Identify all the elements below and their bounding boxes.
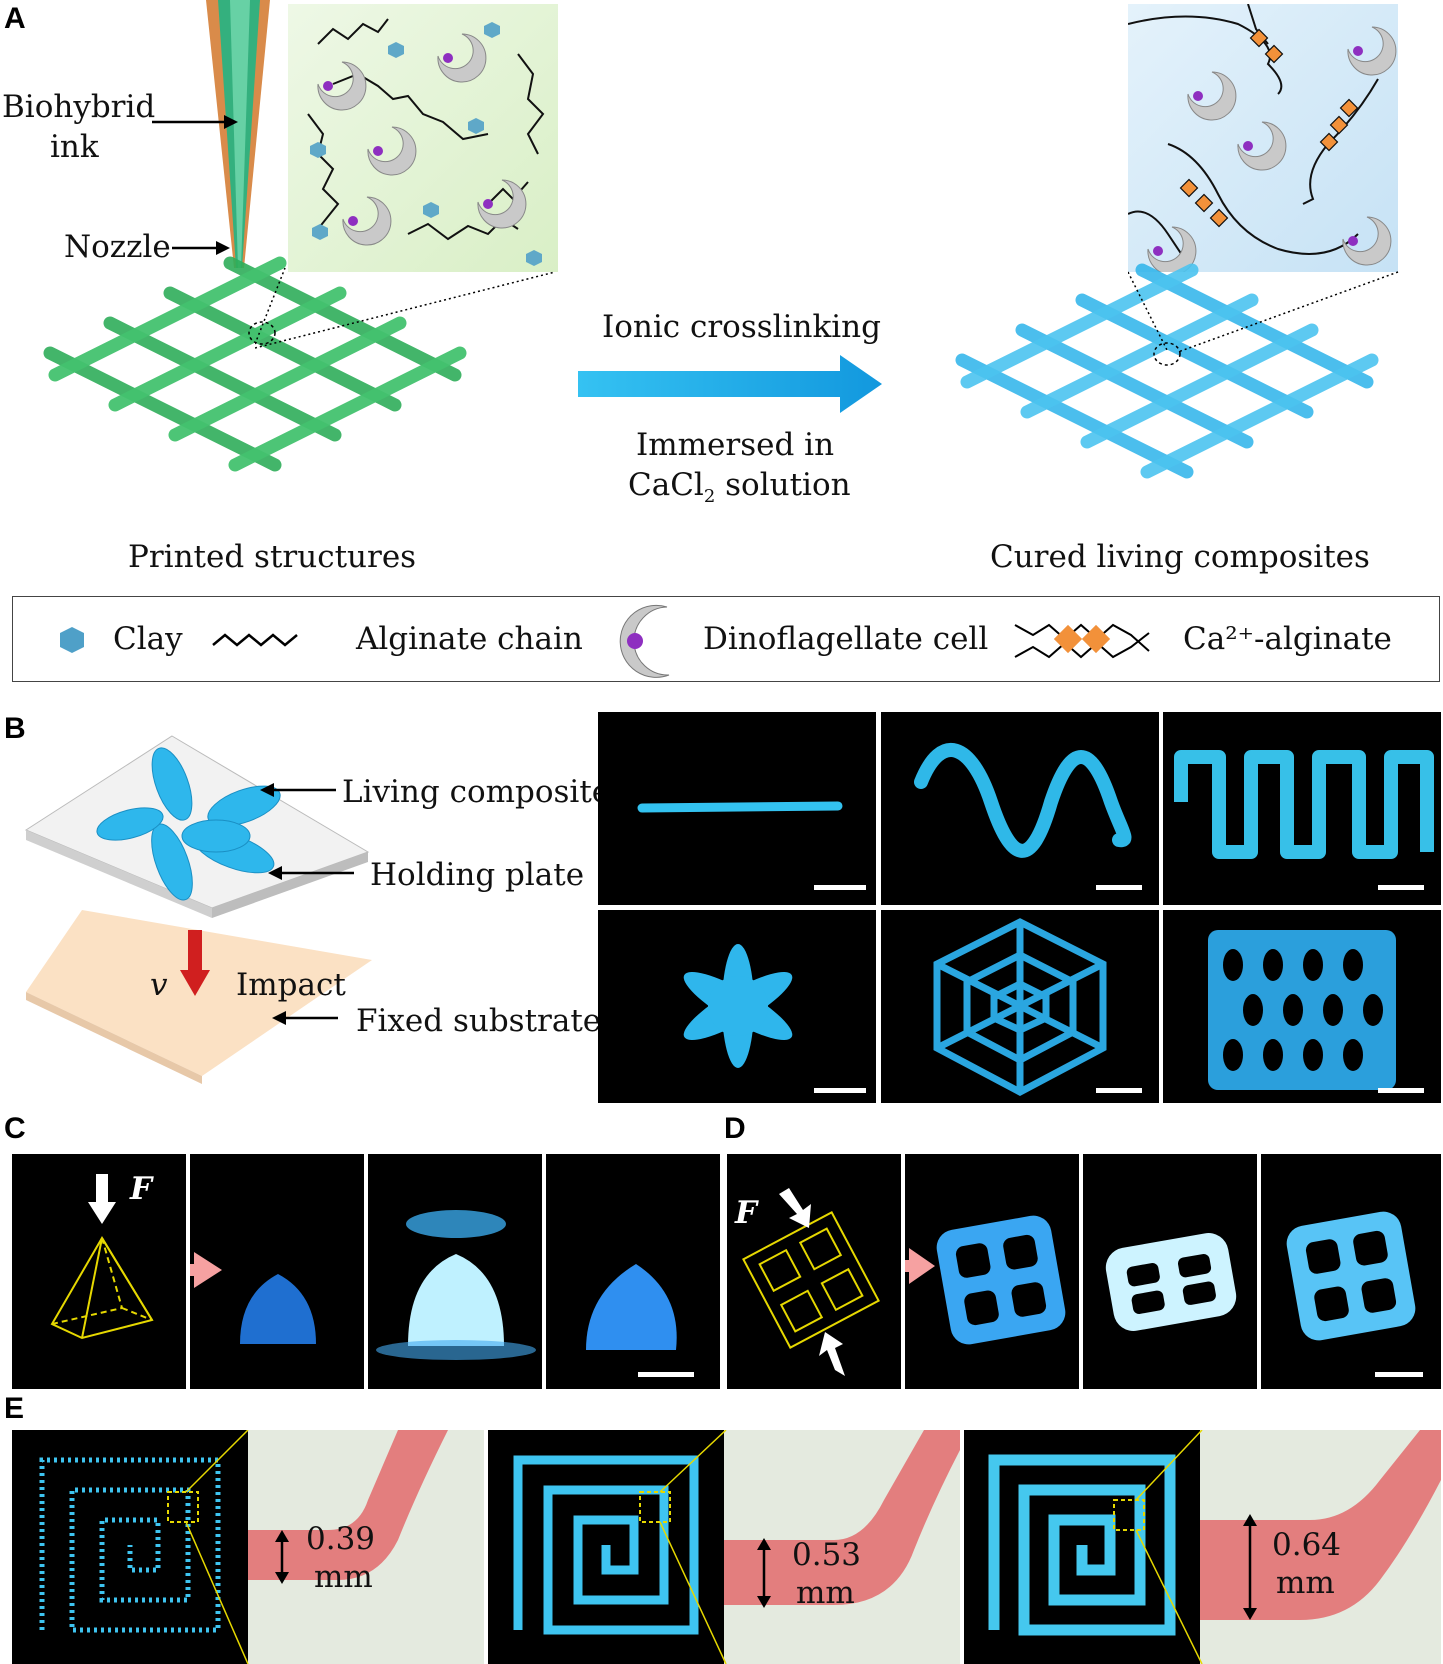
photo-sine [881,712,1159,905]
thickness-unit-3: mm [1276,1565,1335,1601]
thickness-photo-1: 0.39 mm [248,1430,484,1664]
cacl2-solution-label: CaCl2 solution [628,470,851,506]
ink-zoom-inset [288,4,558,272]
panel-letter-d: D [724,1112,746,1145]
printed-lattice [43,256,467,472]
photo-square-wave [1163,712,1441,905]
grid-photo-2 [1083,1154,1257,1389]
biohybrid-ink-label-1: Biohybrid [2,89,156,125]
printing-nozzle [206,0,270,268]
nozzle-label: Nozzle [64,229,171,265]
thickness-arrow-2 [757,1538,771,1608]
force-label-d: F [735,1195,758,1231]
thickness-arrow-1 [275,1530,289,1584]
cacl-text: CaCl [628,467,704,503]
thickness-arrow-3 [1243,1514,1257,1620]
grid-photo-3 [1261,1154,1441,1389]
cured-lattice [955,263,1379,479]
thickness-value-3: 0.64 [1272,1527,1342,1563]
fixed-substrate-label: Fixed substrate [356,1003,602,1039]
panel-letter-e: E [4,1392,25,1425]
photo-spiderweb [881,910,1159,1103]
impact-test-diagram [24,735,372,1084]
legend-ca-alginate: Ca²⁺-alginate [1183,621,1392,657]
legend-clay: Clay [113,621,183,657]
zoom-lines-e2 [659,1430,727,1664]
thickness-unit-1: mm [314,1559,373,1595]
scale-bar [814,885,866,890]
ca-alginate-icon [1014,623,1150,659]
pyramid-photo-3 [546,1154,720,1389]
force-label-c: F [130,1171,153,1207]
zoom-lines-e1 [185,1430,249,1664]
biohybrid-ink-label-2: ink [50,129,99,165]
scale-bar [1378,885,1424,890]
impact-label: Impact [236,967,346,1003]
fixed-substrate-arrow [272,1011,338,1025]
dinoflagellate-cell-icon [619,604,670,678]
cured-zoom-inset [1128,4,1398,272]
photo-lattice [1163,910,1441,1103]
photo-line [598,712,876,905]
grid-photo-1 [905,1154,1079,1389]
thickness-photo-2: 0.53 mm [724,1430,960,1664]
pyramid-schematic: F [12,1154,186,1389]
zoom-lines-left [255,268,556,349]
cured-living-composites-caption: Cured living composites [990,539,1370,575]
thickness-value-2: 0.53 [792,1537,862,1573]
solution-text: solution [715,467,851,503]
zoom-lines-e3 [1135,1430,1203,1664]
pyramid-photo-2 [368,1154,542,1389]
scale-bar [1378,1088,1424,1093]
square-grid-schematic: F [727,1154,901,1389]
holding-plate-label: Holding plate [370,857,585,893]
ionic-crosslinking-label: Ionic crosslinking [602,309,881,345]
living-composite-label: Living composite [342,774,611,810]
scale-bar [638,1372,694,1377]
living-composite-arrow [260,783,336,797]
pink-arrow-c [190,1252,222,1288]
pyramid-photo-1 [190,1154,364,1389]
nozzle-pointer-arrow [172,241,230,255]
velocity-label: v [150,967,168,1003]
ink-pointer-arrow [152,115,238,129]
alginate-chain-icon [212,633,298,647]
scale-bar [1096,1088,1142,1093]
thickness-photo-3: 0.64 mm [1200,1430,1441,1664]
thickness-value-1: 0.39 [306,1521,376,1557]
photo-star [598,910,876,1103]
printed-structures-caption: Printed structures [128,539,417,575]
panel-letter-b: B [4,712,26,745]
pink-arrow-d [905,1248,935,1284]
immersed-in-label: Immersed in [636,427,835,463]
holding-plate-arrow [268,866,354,880]
cacl-subscript: 2 [703,486,716,508]
clay-icon [60,627,84,653]
scale-bar [1375,1372,1423,1377]
legend-alginate: Alginate chain [356,621,583,657]
ink-molecules-diagram [307,18,545,266]
panel-letter-c: C [4,1112,26,1145]
crosslinking-arrow [578,355,882,413]
zoom-lines-right [1128,271,1399,353]
legend-cell: Dinoflagellate cell [703,621,989,657]
spiral-photo-3 [964,1430,1200,1664]
thickness-unit-2: mm [796,1575,855,1611]
legend: Clay Alginate chain Dinoflagellate cell … [12,596,1440,682]
crosslink-diagram [1128,4,1397,272]
scale-bar [1096,885,1142,890]
scale-bar [814,1088,866,1093]
panel-letter-a: A [4,2,26,35]
